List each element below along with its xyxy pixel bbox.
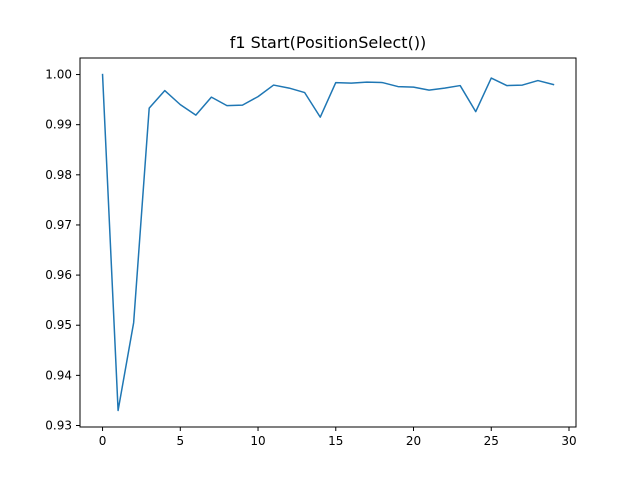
series-line-0 — [101, 73, 555, 412]
x-axis: 0 5 10 15 20 25 30 — [99, 427, 577, 448]
y-tick-label: 0.98 — [45, 168, 72, 182]
y-tick-label: 0.93 — [45, 418, 72, 432]
y-tick-label: 0.95 — [45, 318, 72, 332]
y-tick-label: 0.94 — [45, 368, 72, 382]
y-tick-label: 1.00 — [45, 68, 72, 82]
x-tick-label: 20 — [406, 434, 421, 448]
x-tick-label: 10 — [250, 434, 265, 448]
y-axis: 0.93 0.94 0.95 0.96 0.97 0.98 0.99 1.00 — [45, 68, 80, 432]
axes-frame — [79, 57, 577, 428]
axes-spines — [79, 57, 577, 428]
x-tick-label: 5 — [176, 434, 184, 448]
chart-title: f1 Start(PositionSelect()) — [230, 33, 427, 52]
x-tick-label: 25 — [484, 434, 499, 448]
plot-area — [101, 73, 555, 412]
y-tick-label: 0.99 — [45, 118, 72, 132]
x-tick-label: 30 — [561, 434, 576, 448]
y-tick-label: 0.96 — [45, 268, 72, 282]
y-tick-label: 0.97 — [45, 218, 72, 232]
x-tick-label: 15 — [328, 434, 343, 448]
x-tick-label: 0 — [99, 434, 107, 448]
